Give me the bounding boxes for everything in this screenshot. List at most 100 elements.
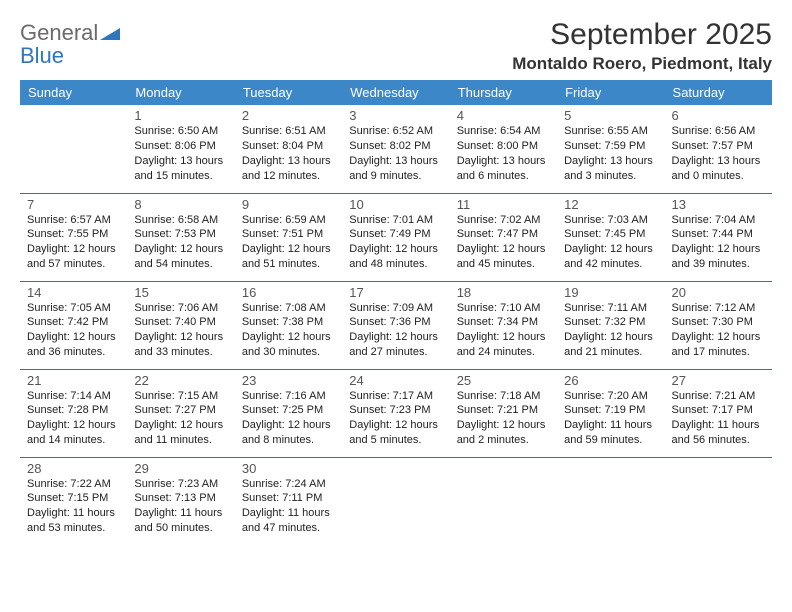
day-info: Sunrise: 7:09 AMSunset: 7:36 PMDaylight:…	[349, 301, 442, 360]
calendar-empty-cell	[557, 457, 664, 545]
weekday-header: Saturday	[665, 80, 772, 105]
calendar-day-cell: 28Sunrise: 7:22 AMSunset: 7:15 PMDayligh…	[20, 457, 127, 545]
calendar-day-cell: 26Sunrise: 7:20 AMSunset: 7:19 PMDayligh…	[557, 369, 664, 457]
header: General Blue September 2025 Montaldo Roe…	[20, 18, 772, 74]
calendar-empty-cell	[20, 105, 127, 193]
month-title: September 2025	[512, 18, 772, 52]
calendar-day-cell: 2Sunrise: 6:51 AMSunset: 8:04 PMDaylight…	[235, 105, 342, 193]
calendar-day-cell: 20Sunrise: 7:12 AMSunset: 7:30 PMDayligh…	[665, 281, 772, 369]
day-info: Sunrise: 7:08 AMSunset: 7:38 PMDaylight:…	[242, 301, 335, 360]
logo: General Blue	[20, 18, 120, 68]
calendar-day-cell: 11Sunrise: 7:02 AMSunset: 7:47 PMDayligh…	[450, 193, 557, 281]
logo-text-blue: Blue	[20, 43, 64, 68]
day-info: Sunrise: 7:21 AMSunset: 7:17 PMDaylight:…	[672, 389, 765, 448]
day-info: Sunrise: 6:57 AMSunset: 7:55 PMDaylight:…	[27, 213, 120, 272]
day-info: Sunrise: 7:02 AMSunset: 7:47 PMDaylight:…	[457, 213, 550, 272]
weekday-header-row: SundayMondayTuesdayWednesdayThursdayFrid…	[20, 80, 772, 105]
day-number: 19	[564, 285, 657, 300]
day-info: Sunrise: 6:58 AMSunset: 7:53 PMDaylight:…	[134, 213, 227, 272]
calendar-day-cell: 15Sunrise: 7:06 AMSunset: 7:40 PMDayligh…	[127, 281, 234, 369]
calendar-day-cell: 10Sunrise: 7:01 AMSunset: 7:49 PMDayligh…	[342, 193, 449, 281]
day-number: 16	[242, 285, 335, 300]
calendar-day-cell: 12Sunrise: 7:03 AMSunset: 7:45 PMDayligh…	[557, 193, 664, 281]
day-number: 23	[242, 373, 335, 388]
day-info: Sunrise: 7:17 AMSunset: 7:23 PMDaylight:…	[349, 389, 442, 448]
calendar-week-row: 14Sunrise: 7:05 AMSunset: 7:42 PMDayligh…	[20, 281, 772, 369]
day-number: 12	[564, 197, 657, 212]
day-info: Sunrise: 7:03 AMSunset: 7:45 PMDaylight:…	[564, 213, 657, 272]
day-number: 17	[349, 285, 442, 300]
calendar-day-cell: 16Sunrise: 7:08 AMSunset: 7:38 PMDayligh…	[235, 281, 342, 369]
day-info: Sunrise: 7:12 AMSunset: 7:30 PMDaylight:…	[672, 301, 765, 360]
calendar-day-cell: 4Sunrise: 6:54 AMSunset: 8:00 PMDaylight…	[450, 105, 557, 193]
logo-triangle-icon	[100, 24, 120, 45]
day-info: Sunrise: 7:05 AMSunset: 7:42 PMDaylight:…	[27, 301, 120, 360]
calendar-day-cell: 6Sunrise: 6:56 AMSunset: 7:57 PMDaylight…	[665, 105, 772, 193]
day-info: Sunrise: 7:20 AMSunset: 7:19 PMDaylight:…	[564, 389, 657, 448]
day-number: 29	[134, 461, 227, 476]
day-number: 30	[242, 461, 335, 476]
calendar-week-row: 1Sunrise: 6:50 AMSunset: 8:06 PMDaylight…	[20, 105, 772, 193]
calendar-day-cell: 21Sunrise: 7:14 AMSunset: 7:28 PMDayligh…	[20, 369, 127, 457]
calendar-week-row: 28Sunrise: 7:22 AMSunset: 7:15 PMDayligh…	[20, 457, 772, 545]
day-number: 6	[672, 108, 765, 123]
title-block: September 2025 Montaldo Roero, Piedmont,…	[512, 18, 772, 74]
day-info: Sunrise: 6:55 AMSunset: 7:59 PMDaylight:…	[564, 124, 657, 183]
location: Montaldo Roero, Piedmont, Italy	[512, 54, 772, 74]
calendar-day-cell: 23Sunrise: 7:16 AMSunset: 7:25 PMDayligh…	[235, 369, 342, 457]
day-number: 25	[457, 373, 550, 388]
calendar-day-cell: 7Sunrise: 6:57 AMSunset: 7:55 PMDaylight…	[20, 193, 127, 281]
calendar-body: 1Sunrise: 6:50 AMSunset: 8:06 PMDaylight…	[20, 105, 772, 545]
calendar-day-cell: 19Sunrise: 7:11 AMSunset: 7:32 PMDayligh…	[557, 281, 664, 369]
calendar-day-cell: 5Sunrise: 6:55 AMSunset: 7:59 PMDaylight…	[557, 105, 664, 193]
day-info: Sunrise: 6:56 AMSunset: 7:57 PMDaylight:…	[672, 124, 765, 183]
day-number: 10	[349, 197, 442, 212]
day-info: Sunrise: 7:10 AMSunset: 7:34 PMDaylight:…	[457, 301, 550, 360]
calendar-day-cell: 17Sunrise: 7:09 AMSunset: 7:36 PMDayligh…	[342, 281, 449, 369]
calendar-day-cell: 29Sunrise: 7:23 AMSunset: 7:13 PMDayligh…	[127, 457, 234, 545]
day-info: Sunrise: 6:52 AMSunset: 8:02 PMDaylight:…	[349, 124, 442, 183]
day-info: Sunrise: 7:24 AMSunset: 7:11 PMDaylight:…	[242, 477, 335, 536]
day-number: 13	[672, 197, 765, 212]
calendar-day-cell: 14Sunrise: 7:05 AMSunset: 7:42 PMDayligh…	[20, 281, 127, 369]
day-info: Sunrise: 7:18 AMSunset: 7:21 PMDaylight:…	[457, 389, 550, 448]
calendar-day-cell: 9Sunrise: 6:59 AMSunset: 7:51 PMDaylight…	[235, 193, 342, 281]
calendar-week-row: 21Sunrise: 7:14 AMSunset: 7:28 PMDayligh…	[20, 369, 772, 457]
weekday-header: Friday	[557, 80, 664, 105]
logo-text-general: General	[20, 20, 98, 45]
day-number: 3	[349, 108, 442, 123]
day-number: 22	[134, 373, 227, 388]
calendar-day-cell: 27Sunrise: 7:21 AMSunset: 7:17 PMDayligh…	[665, 369, 772, 457]
day-number: 2	[242, 108, 335, 123]
day-info: Sunrise: 6:54 AMSunset: 8:00 PMDaylight:…	[457, 124, 550, 183]
day-number: 26	[564, 373, 657, 388]
day-info: Sunrise: 7:16 AMSunset: 7:25 PMDaylight:…	[242, 389, 335, 448]
calendar-table: SundayMondayTuesdayWednesdayThursdayFrid…	[20, 80, 772, 545]
day-number: 1	[134, 108, 227, 123]
calendar-day-cell: 13Sunrise: 7:04 AMSunset: 7:44 PMDayligh…	[665, 193, 772, 281]
day-info: Sunrise: 7:06 AMSunset: 7:40 PMDaylight:…	[134, 301, 227, 360]
day-info: Sunrise: 7:22 AMSunset: 7:15 PMDaylight:…	[27, 477, 120, 536]
day-info: Sunrise: 6:50 AMSunset: 8:06 PMDaylight:…	[134, 124, 227, 183]
calendar-empty-cell	[342, 457, 449, 545]
day-number: 8	[134, 197, 227, 212]
day-number: 15	[134, 285, 227, 300]
day-number: 4	[457, 108, 550, 123]
day-number: 20	[672, 285, 765, 300]
calendar-week-row: 7Sunrise: 6:57 AMSunset: 7:55 PMDaylight…	[20, 193, 772, 281]
calendar-empty-cell	[450, 457, 557, 545]
weekday-header: Wednesday	[342, 80, 449, 105]
calendar-empty-cell	[665, 457, 772, 545]
calendar-day-cell: 25Sunrise: 7:18 AMSunset: 7:21 PMDayligh…	[450, 369, 557, 457]
day-info: Sunrise: 7:14 AMSunset: 7:28 PMDaylight:…	[27, 389, 120, 448]
calendar-day-cell: 1Sunrise: 6:50 AMSunset: 8:06 PMDaylight…	[127, 105, 234, 193]
day-number: 28	[27, 461, 120, 476]
weekday-header: Thursday	[450, 80, 557, 105]
day-number: 14	[27, 285, 120, 300]
calendar-day-cell: 30Sunrise: 7:24 AMSunset: 7:11 PMDayligh…	[235, 457, 342, 545]
calendar-day-cell: 18Sunrise: 7:10 AMSunset: 7:34 PMDayligh…	[450, 281, 557, 369]
weekday-header: Sunday	[20, 80, 127, 105]
day-number: 24	[349, 373, 442, 388]
calendar-day-cell: 22Sunrise: 7:15 AMSunset: 7:27 PMDayligh…	[127, 369, 234, 457]
day-info: Sunrise: 7:04 AMSunset: 7:44 PMDaylight:…	[672, 213, 765, 272]
